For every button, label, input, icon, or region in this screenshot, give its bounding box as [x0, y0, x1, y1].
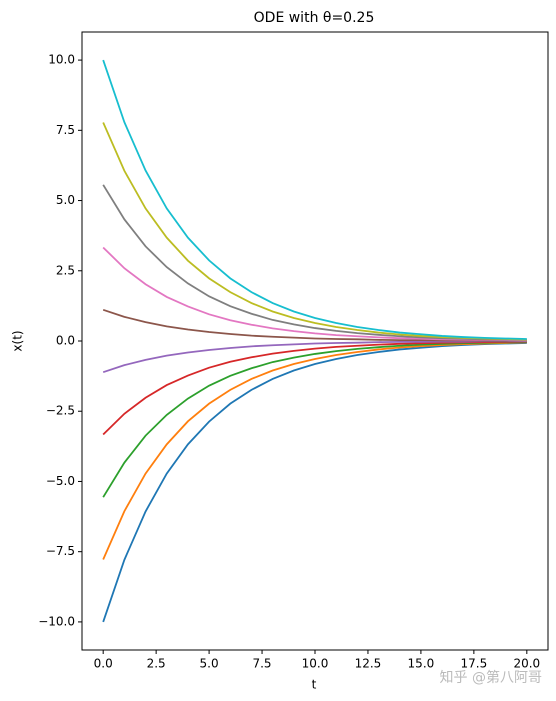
line-series — [102, 340, 527, 374]
watermark: 知乎 @第八阿哥 — [440, 669, 542, 686]
x-tick-label: 20.0 — [513, 657, 540, 671]
y-tick-label: 10.0 — [48, 53, 75, 67]
line-series — [102, 341, 527, 560]
x-axis-label: t — [312, 678, 317, 692]
x-tick-label: 0.0 — [94, 657, 113, 671]
y-tick-label: 7.5 — [56, 123, 75, 137]
x-tick-label: 15.0 — [408, 657, 435, 671]
line-series — [102, 59, 527, 340]
y-tick-label: 0.0 — [56, 334, 75, 348]
y-tick-label: −10.0 — [38, 614, 75, 628]
x-tick-label: 2.5 — [147, 657, 166, 671]
y-tick-label: 5.0 — [56, 193, 75, 207]
x-tick-label: 17.5 — [461, 657, 488, 671]
x-tick-label: 10.0 — [302, 657, 329, 671]
y-tick-label: 2.5 — [56, 263, 75, 277]
line-series — [102, 246, 527, 342]
y-tick-label: −5.0 — [46, 474, 75, 488]
line-series — [102, 341, 527, 498]
line-series — [102, 308, 527, 342]
plot-frame — [81, 31, 549, 651]
line-series — [102, 340, 527, 436]
y-axis-label: x(t) — [11, 330, 25, 351]
y-tick-label: −2.5 — [46, 404, 75, 418]
y-tick-label: −7.5 — [46, 544, 75, 558]
line-series — [102, 122, 527, 341]
line-series — [102, 184, 527, 341]
x-tick-label: 7.5 — [252, 657, 271, 671]
x-tick-label: 12.5 — [355, 657, 382, 671]
chart-title: ODE with θ=0.25 — [254, 10, 375, 26]
line-series — [102, 342, 527, 623]
x-tick-label: 5.0 — [200, 657, 219, 671]
